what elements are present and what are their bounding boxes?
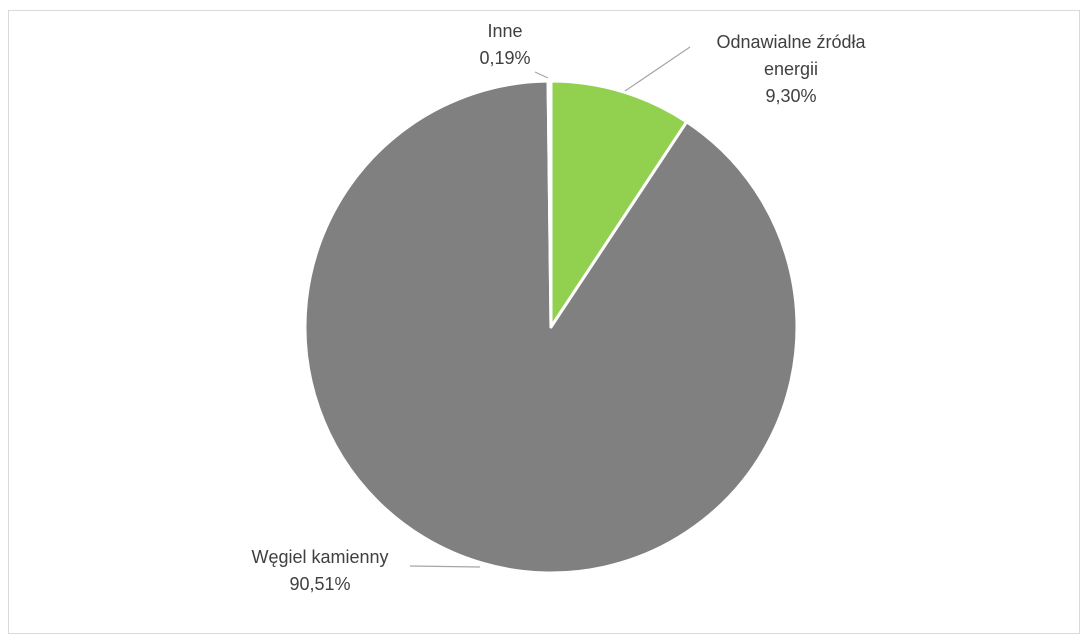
data-label-category: Odnawialne źródła bbox=[716, 32, 866, 52]
leader-lines bbox=[409, 46, 691, 568]
leader-line-0 bbox=[624, 46, 691, 92]
pie-slice-0 bbox=[549, 79, 689, 329]
data-label-value: 90,51% bbox=[289, 574, 350, 594]
leader-line-2 bbox=[534, 71, 549, 79]
data-labels: Odnawialne źródła energii 9,30% Węgiel kami… bbox=[251, 21, 866, 594]
data-label-category: energii bbox=[764, 59, 818, 79]
data-label-1: Węgiel kamienny 90,51% bbox=[251, 547, 388, 594]
data-label-value: 0,19% bbox=[479, 48, 530, 68]
pie-slices bbox=[303, 79, 799, 575]
data-label-value: 9,30% bbox=[765, 86, 816, 106]
data-label-category: Węgiel kamienny bbox=[251, 547, 388, 567]
data-label-0: Odnawialne źródła energii 9,30% bbox=[716, 32, 866, 106]
data-label-2: Inne 0,19% bbox=[479, 21, 530, 68]
leader-line-1 bbox=[409, 565, 481, 568]
pie-slice-2 bbox=[546, 79, 553, 329]
pie-slice-1 bbox=[303, 79, 799, 575]
data-label-category: Inne bbox=[487, 21, 522, 41]
